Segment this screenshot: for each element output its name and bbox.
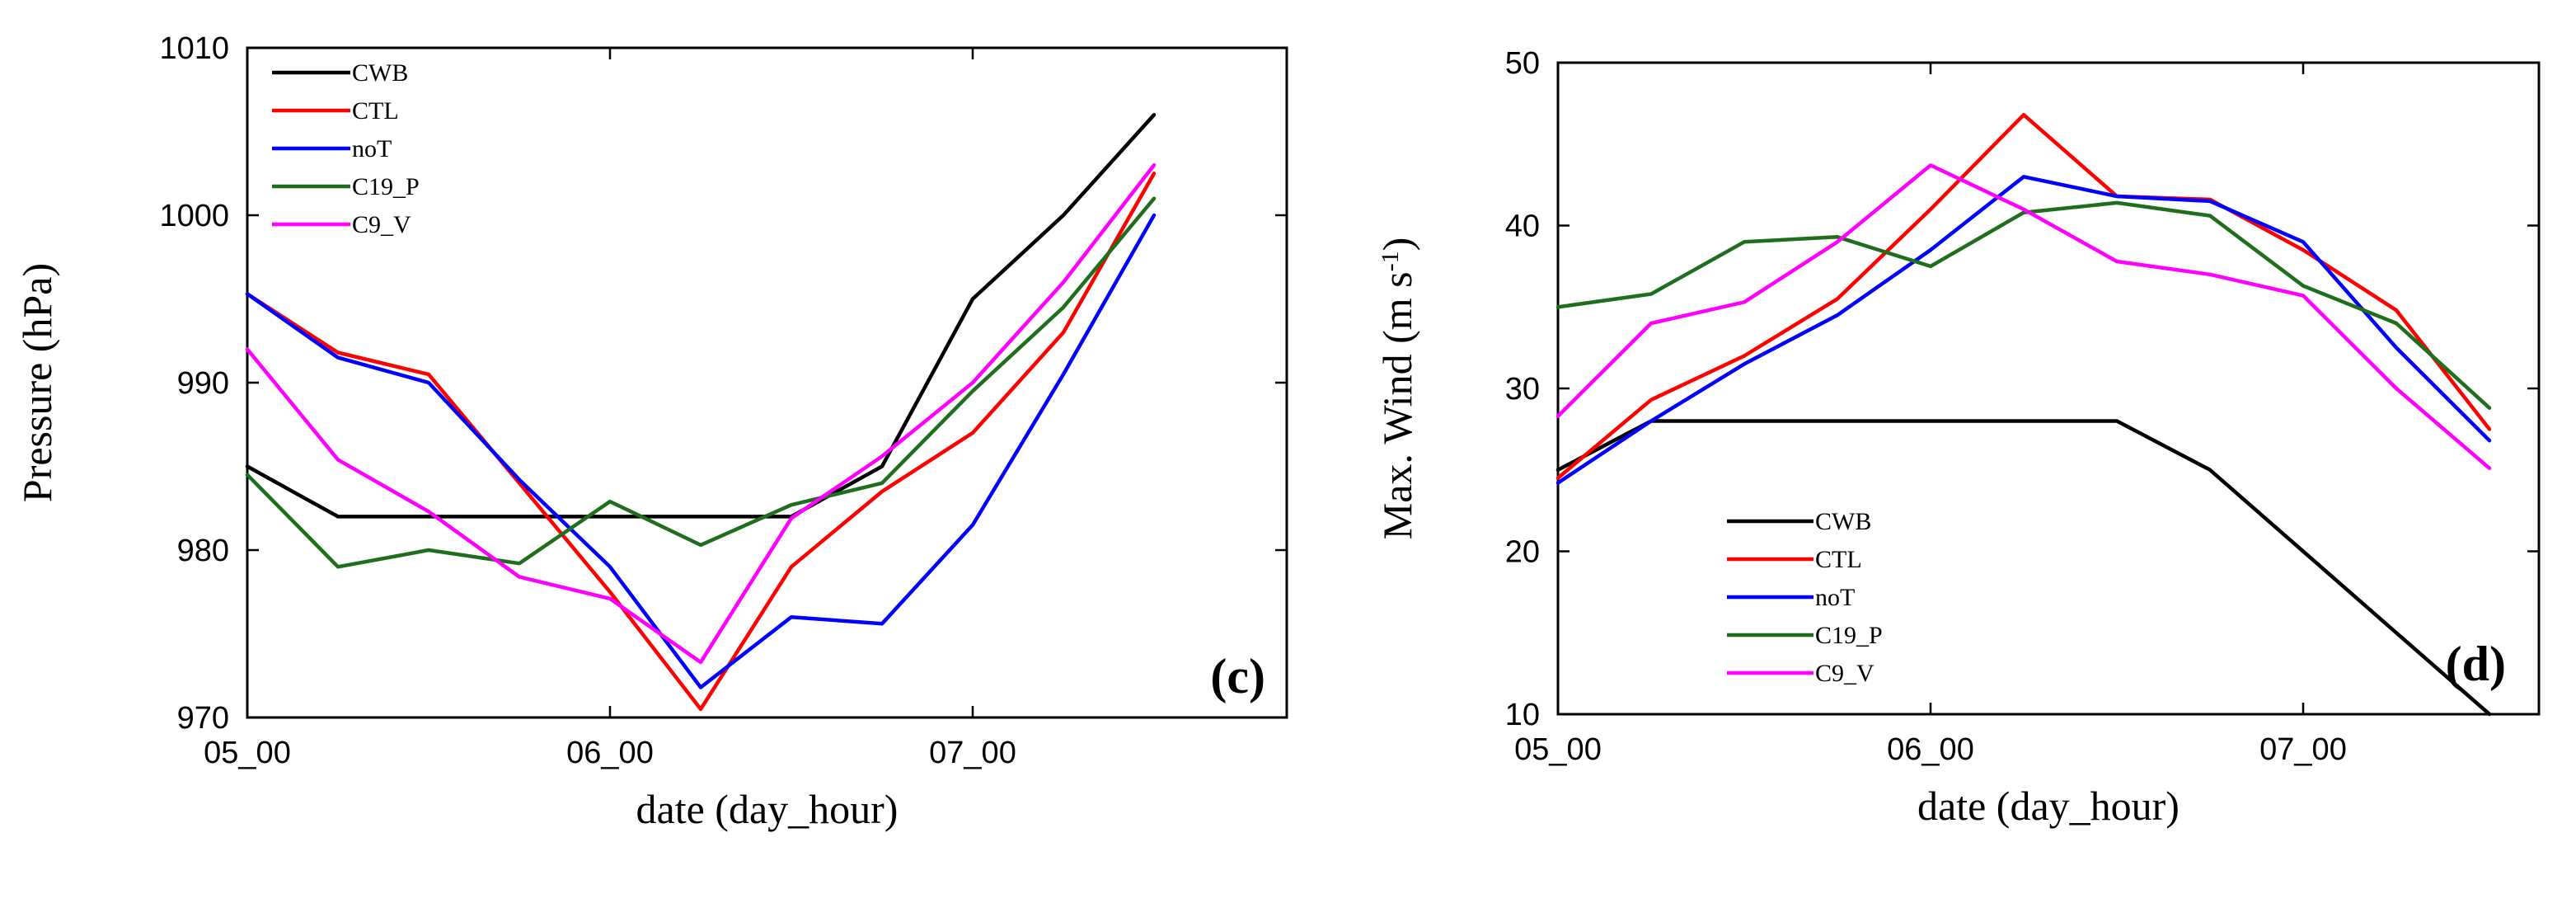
legend: CWB CTL noT C19_P C9_V (1727, 508, 1883, 687)
legend-entry: C19_P (352, 173, 420, 200)
legend-entry: CWB (352, 59, 408, 87)
legend-entry: C9_V (352, 211, 411, 238)
legend: CWB CTL noT C19_P C9_V (272, 59, 420, 238)
legend-entry: CWB (1815, 508, 1871, 535)
legend-entry: noT (352, 135, 392, 162)
x-tick-label: 06_00 (566, 736, 654, 770)
x-tick-label: 07_00 (2259, 732, 2347, 767)
series-line-CTL (1555, 112, 2492, 480)
series-line-CWB (1555, 419, 2492, 717)
x-axis-label: date (day_hour) (1917, 783, 2180, 829)
panel-label: (d) (2446, 637, 2506, 691)
y-tick-label: 1000 (159, 199, 229, 233)
y-tick-label: 20 (1505, 535, 1540, 570)
series-line-noT (1555, 175, 2492, 485)
y-tick-label: 980 (177, 534, 229, 568)
y-tick-label: 10 (1505, 698, 1540, 732)
y-tick-label: 990 (177, 366, 229, 401)
y-tick-label: 30 (1505, 372, 1540, 407)
legend-entry: noT (1815, 584, 1855, 611)
x-tick-label: 06_00 (1887, 732, 1974, 767)
y-axis-label: Pressure (hPa) (14, 263, 60, 502)
series-line-C9_V (245, 162, 1157, 665)
y-tick-label: 1010 (159, 31, 229, 66)
legend-entry: C9_V (1815, 660, 1875, 687)
series-line-noT (245, 213, 1157, 689)
y-axis-label: Max. Wind (m s-1) (1374, 238, 1420, 540)
series-line-C9_V (1555, 163, 2492, 471)
y-tick-label: 40 (1505, 209, 1540, 244)
series-line-C19_P (245, 196, 1157, 569)
x-tick-label: 05_00 (204, 736, 291, 770)
legend-entry: CTL (352, 97, 399, 125)
legend-entry: C19_P (1815, 622, 1883, 649)
x-tick-label: 07_00 (929, 736, 1016, 770)
y-tick-label: 50 (1505, 46, 1540, 81)
series-line-CWB (245, 112, 1157, 519)
series-line-C19_P (1555, 200, 2492, 410)
legend-entry: CTL (1815, 546, 1862, 573)
panel-label: (c) (1210, 649, 1265, 703)
y-tick-label: 970 (177, 701, 229, 736)
x-axis-label: date (day_hour) (636, 786, 899, 832)
x-tick-label: 05_00 (1514, 732, 1602, 767)
series-line-CTL (245, 172, 1157, 712)
